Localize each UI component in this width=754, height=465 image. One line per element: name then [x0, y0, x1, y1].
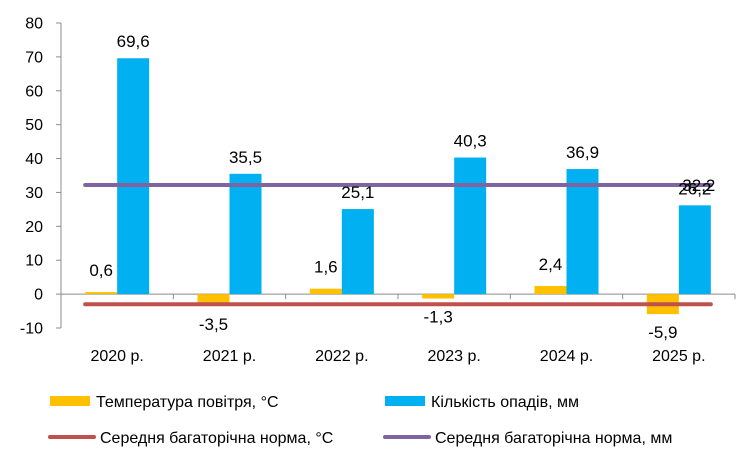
temperature-data-label: -5,9	[648, 323, 677, 342]
temperature-bar	[309, 288, 342, 295]
legend-label: Середня багаторічна норма, мм	[435, 430, 672, 447]
x-tick-label: 2022 р.	[315, 348, 368, 365]
temperature-data-label: 1,6	[314, 258, 338, 277]
precipitation-data-label: 40,3	[454, 132, 487, 151]
temperature-data-label: -1,3	[424, 308, 453, 327]
temperature-bar	[197, 294, 230, 306]
x-tick-label: 2024 р.	[540, 348, 593, 365]
y-tick-label: 80	[25, 16, 43, 33]
temperature-bar	[534, 285, 567, 295]
temperature-data-label: 0,6	[89, 261, 113, 280]
precipitation-data-label: 36,9	[566, 143, 599, 162]
x-tick-label: 2023 р.	[427, 348, 480, 365]
precipitation-bar	[229, 173, 262, 295]
norm-data-label: 32,2	[682, 176, 715, 195]
precipitation-bar	[678, 205, 711, 295]
temperature-bar	[422, 294, 455, 299]
precipitation-data-label: 26,2	[678, 179, 711, 198]
axes: -10 0 10 20 30 40 50 60 70 80 2020 р. 2021 р. 2022 р…	[20, 16, 736, 365]
y-tick-label: 70	[25, 49, 43, 66]
x-tick-label: 2025 р.	[652, 348, 705, 365]
x-tick-label: 2021 р.	[203, 348, 256, 365]
precipitation-bar	[341, 209, 374, 295]
precipitation-data-label: 69,6	[117, 32, 150, 51]
temperature-data-label: 2,4	[539, 255, 563, 274]
precipitation-bar	[117, 58, 150, 295]
legend-swatch	[50, 396, 90, 406]
x-tick-label: 2020 р.	[90, 348, 143, 365]
data-labels: 0,6 69,6 -3,5 35,5 1,6 25,1 -1,3 40,3 2,4 36,9 -5,…	[89, 32, 715, 342]
legend-label: Середня багаторічна норма, °С	[100, 430, 333, 447]
y-tick-label: 20	[25, 219, 43, 236]
precipitation-bar	[454, 157, 487, 295]
legend: Температура повітря, °С Кількість опадів,…	[48, 394, 672, 447]
y-tick-label: 50	[25, 117, 43, 134]
precipitation-data-label: 25,1	[341, 183, 374, 202]
y-tick-label: 10	[25, 253, 43, 270]
y-tick-label: 40	[25, 151, 43, 168]
y-tick-label: -10	[20, 321, 43, 338]
bars	[85, 58, 711, 315]
precipitation-bar	[566, 169, 599, 295]
temperature-data-label: -3,5	[199, 315, 228, 334]
legend-label: Температура повітря, °С	[96, 394, 279, 411]
precipitation-data-label: 35,5	[229, 148, 262, 167]
legend-swatch	[385, 396, 425, 406]
y-tick-label: 60	[25, 83, 43, 100]
y-tick-label: 0	[34, 287, 43, 304]
norm-lines	[83, 182, 713, 307]
temperature-bar	[85, 292, 118, 295]
legend-label: Кількість опадів, мм	[431, 394, 579, 411]
y-tick-label: 30	[25, 185, 43, 202]
